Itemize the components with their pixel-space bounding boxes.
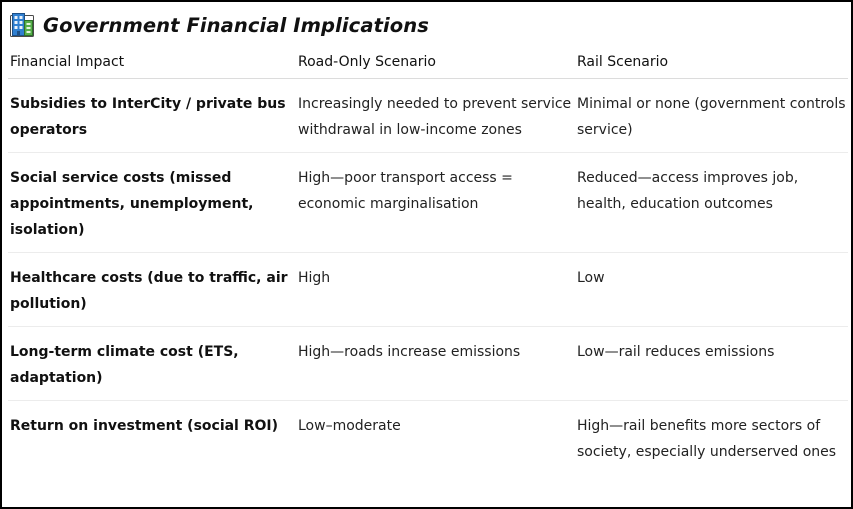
impact-cell: Healthcare costs (due to traffic, air po… [8,252,296,327]
impact-cell: Social service costs (missed appointment… [8,152,296,253]
rail-cell: Reduced—access improves job, health, edu… [575,152,848,253]
column-header-financial-impact: Financial Impact [8,47,296,79]
table-row: Return on investment (social ROI) Low–mo… [8,401,848,475]
road-cell: Low–moderate [298,418,401,434]
section-heading: Government Financial Implications [10,12,429,38]
column-header-road-only: Road-Only Scenario [296,47,575,79]
office-building-icon [10,13,34,37]
rail-cell: Low [575,252,848,327]
table-row: Subsidies to InterCity / private bus ope… [8,78,848,153]
table-row: Healthcare costs (due to traffic, air po… [8,252,848,327]
column-header-rail: Rail Scenario [575,47,848,79]
rail-cell: Low—rail reduces emissions [575,326,848,401]
section-title: Government Financial Implications [43,13,429,37]
impact-cell: Return on investment (social ROI) [10,418,279,434]
road-cell: High [296,252,575,327]
financial-implications-table: Financial Impact Road-Only Scenario Rail… [8,47,848,474]
table-header-row: Financial Impact Road-Only Scenario Rail… [8,47,848,79]
table-row: Social service costs (missed appointment… [8,152,848,253]
rail-cell: Minimal or none (government controls ser… [575,78,848,153]
road-cell: Increasingly needed to prevent service w… [296,78,575,153]
road-cell: High—poor transport access = economic ma… [296,152,575,253]
rail-cell: High—rail benefits more sectors of socie… [577,418,837,460]
table-row: Long-term climate cost (ETS, adaptation)… [8,326,848,401]
impact-cell: Long-term climate cost (ETS, adaptation) [8,326,296,401]
road-cell: High—roads increase emissions [296,326,575,401]
impact-cell: Subsidies to InterCity / private bus ope… [8,78,296,153]
